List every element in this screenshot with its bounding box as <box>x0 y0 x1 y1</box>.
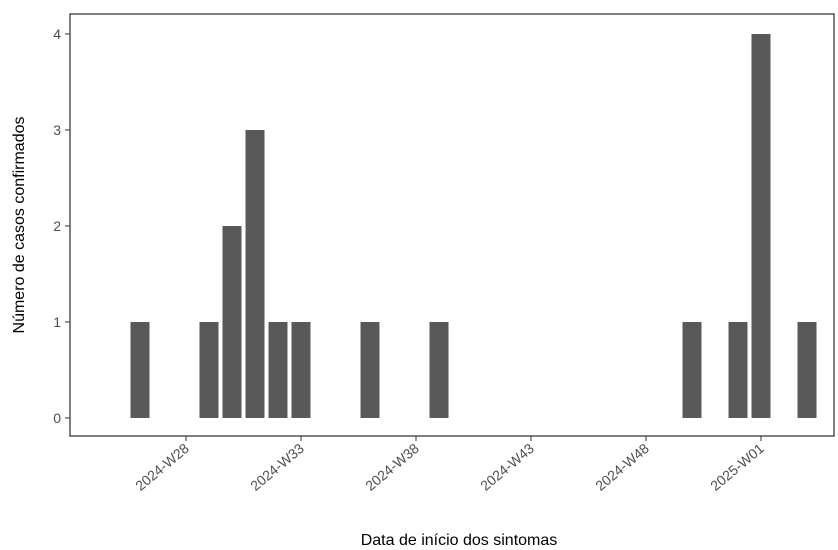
bar-2024-w50 <box>682 322 702 418</box>
x-axis: 2024-W28 2024-W33 2024-W38 2024-W43 2024-W48… <box>132 436 767 494</box>
y-axis-title: Número de casos confirmados <box>11 117 28 334</box>
bar-2025-w01 <box>751 34 771 418</box>
y-tick-label: 2 <box>53 218 61 234</box>
bar-2024-w36 <box>360 322 380 418</box>
y-tick-label: 1 <box>53 314 61 330</box>
y-tick-label: 0 <box>53 410 61 426</box>
bar-2024-w31 <box>245 130 265 418</box>
bar-2024-w26 <box>130 322 150 418</box>
bars-group <box>130 34 817 418</box>
y-axis: 0 1 2 3 4 <box>53 26 70 426</box>
bar-2024-w29 <box>199 322 219 418</box>
y-tick-label: 4 <box>53 26 61 42</box>
plot-panel <box>69 13 835 437</box>
bar-2024-w52 <box>728 322 748 418</box>
x-tick-label: 2025-W01 <box>707 440 767 494</box>
x-tick-label: 2024-W28 <box>132 440 192 494</box>
bar-2024-w30 <box>222 226 242 418</box>
bar-2024-w32 <box>268 322 288 418</box>
bar-2024-w33 <box>291 322 311 418</box>
y-tick-label: 3 <box>53 122 61 138</box>
bar-2025-w03 <box>797 322 817 418</box>
x-tick-label: 2024-W43 <box>477 440 537 494</box>
x-tick-label: 2024-W48 <box>592 440 652 494</box>
x-axis-title: Data de início dos sintomas <box>361 532 558 549</box>
bar-2024-w39 <box>429 322 449 418</box>
x-tick-label: 2024-W33 <box>247 440 307 494</box>
x-tick-label: 2024-W38 <box>362 440 422 494</box>
